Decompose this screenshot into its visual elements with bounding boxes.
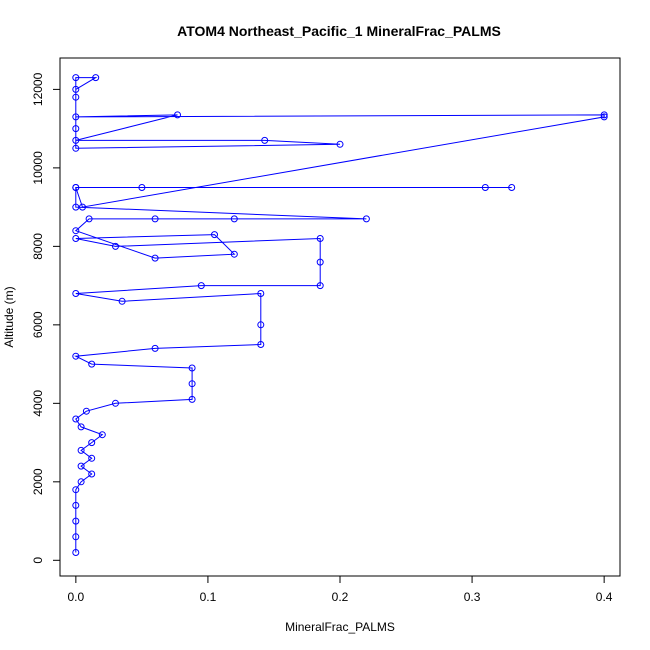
data-point xyxy=(72,85,80,93)
data-point xyxy=(77,423,85,431)
data-point xyxy=(230,250,238,258)
data-point xyxy=(85,215,93,223)
data-point xyxy=(336,140,344,148)
data-point xyxy=(92,74,100,82)
data-point xyxy=(138,184,146,191)
data-point xyxy=(98,431,106,439)
data-point xyxy=(72,352,80,360)
y-tick-label: 10000 xyxy=(31,151,45,185)
data-point xyxy=(72,227,80,235)
x-tick-label: 0.2 xyxy=(332,590,349,604)
data-point xyxy=(230,215,238,223)
x-axis-label: MineralFrac_PALMS xyxy=(285,620,395,634)
x-tick-label: 0.4 xyxy=(596,590,613,604)
data-point xyxy=(257,290,265,297)
data-point xyxy=(72,136,80,144)
data-point xyxy=(72,486,80,494)
data-point xyxy=(77,446,85,454)
data-point xyxy=(88,454,96,462)
data-point xyxy=(362,215,370,223)
chart-title: ATOM4 Northeast_Pacific_1 MineralFrac_PA… xyxy=(177,23,501,39)
data-point xyxy=(72,517,80,525)
data-point xyxy=(316,258,324,266)
y-tick-label: 2000 xyxy=(31,468,45,495)
data-point xyxy=(72,290,80,297)
data-point xyxy=(211,231,218,239)
y-tick-label: 12000 xyxy=(31,72,45,106)
data-point xyxy=(508,184,516,191)
data-point xyxy=(112,399,119,407)
data-point xyxy=(72,415,80,423)
data-point xyxy=(88,470,96,478)
data-point xyxy=(197,282,205,290)
data-point xyxy=(72,203,80,211)
data-point xyxy=(72,533,80,541)
y-tick-label: 4000 xyxy=(31,390,45,417)
data-point xyxy=(79,203,86,211)
data-point xyxy=(316,235,324,242)
data-point xyxy=(188,380,196,388)
data-point xyxy=(72,235,80,242)
data-point xyxy=(174,111,181,119)
data-point xyxy=(151,344,159,352)
data-point xyxy=(316,282,324,290)
data-point xyxy=(257,321,265,329)
data-point xyxy=(188,395,196,403)
data-point xyxy=(72,74,80,82)
x-tick-label: 0.1 xyxy=(200,590,217,604)
data-point xyxy=(72,184,80,191)
data-point xyxy=(261,136,269,144)
x-tick-label: 0.3 xyxy=(464,590,481,604)
data-point xyxy=(481,184,489,191)
data-point xyxy=(112,242,119,250)
data-point xyxy=(72,144,80,152)
data-point xyxy=(72,549,80,556)
data-point xyxy=(72,501,80,509)
y-axis: 0 2000 4000 6000 8000 10000 12000 xyxy=(31,72,61,564)
data-point xyxy=(77,462,85,470)
data-point xyxy=(151,254,159,262)
data-point xyxy=(72,125,80,133)
data-point xyxy=(151,215,159,223)
data-point xyxy=(600,113,608,121)
x-axis: 0.0 0.1 0.2 0.3 0.4 xyxy=(68,575,613,604)
data-point xyxy=(600,111,608,119)
y-tick-label: 6000 xyxy=(31,311,45,338)
data-layer xyxy=(72,74,608,556)
series-line xyxy=(74,77,605,553)
y-tick-label: 0 xyxy=(31,557,45,564)
y-axis-label: Altitude (m) xyxy=(2,286,16,347)
data-point xyxy=(257,341,265,348)
data-point xyxy=(77,478,85,486)
data-point xyxy=(188,364,196,372)
data-point xyxy=(82,407,90,415)
data-point xyxy=(72,113,80,121)
data-point xyxy=(88,439,96,447)
data-point xyxy=(88,360,96,368)
data-point xyxy=(72,93,80,101)
data-point xyxy=(118,297,126,305)
x-tick-label: 0.0 xyxy=(68,590,85,604)
y-tick-label: 8000 xyxy=(31,233,45,260)
